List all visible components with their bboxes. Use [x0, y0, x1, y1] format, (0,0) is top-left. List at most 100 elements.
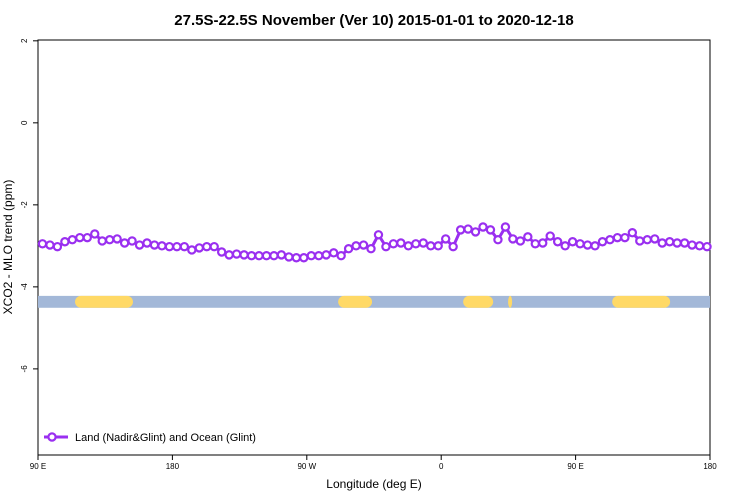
data-point	[664, 237, 675, 247]
data-point	[52, 241, 63, 252]
x-axis-label: Longitude (deg E)	[326, 477, 421, 491]
data-point	[418, 238, 428, 248]
data-point	[545, 231, 555, 241]
data-point	[358, 240, 369, 250]
data-point	[291, 253, 302, 263]
data-point	[597, 237, 608, 247]
data-point	[657, 238, 667, 248]
x-tick-label: 90 E	[567, 462, 583, 471]
data-point	[396, 238, 406, 248]
data-point	[485, 225, 496, 235]
data-point	[672, 238, 682, 248]
data-point	[351, 241, 361, 251]
data-point	[336, 251, 346, 261]
data-point	[508, 234, 518, 244]
y-tick-label: 2	[20, 38, 29, 43]
data-point	[455, 225, 466, 235]
data-point	[575, 239, 585, 249]
legend-marker	[47, 432, 57, 442]
data-point	[411, 239, 421, 249]
data-point	[306, 251, 316, 261]
data-point	[694, 241, 705, 251]
data-point	[299, 253, 309, 263]
x-tick-label: 0	[439, 462, 444, 471]
land-segment	[508, 295, 513, 308]
data-point	[343, 244, 354, 254]
data-point	[590, 241, 600, 251]
data-point	[470, 227, 481, 237]
data-point	[702, 241, 712, 252]
data-point	[500, 222, 511, 232]
data-point	[134, 240, 145, 250]
data-point	[560, 241, 570, 251]
data-point	[627, 228, 638, 238]
data-point	[493, 235, 503, 245]
data-point	[582, 240, 593, 250]
x-tick-label: 180	[703, 462, 717, 471]
data-point	[216, 247, 227, 257]
land-segment	[338, 295, 373, 308]
ocean-band	[38, 295, 710, 308]
data-point	[478, 222, 488, 232]
y-tick-label: 0	[20, 120, 29, 125]
data-point	[157, 241, 167, 251]
data-point	[463, 224, 473, 234]
data-point	[172, 241, 182, 252]
y-axis-label: XCO2 - MLO trend (ppm)	[1, 180, 15, 315]
legend-label: Land (Nadir&Glint) and Ocean (Glint)	[75, 432, 256, 444]
data-point	[75, 232, 85, 243]
data-point	[635, 236, 645, 246]
data-point	[328, 248, 339, 258]
data-point	[448, 241, 458, 252]
data-point	[552, 237, 563, 247]
x-tick-label: 180	[166, 462, 180, 471]
y-tick-label: -6	[20, 365, 29, 373]
data-point	[164, 241, 175, 252]
data-point	[284, 252, 294, 262]
data-point	[82, 232, 92, 243]
data-point	[642, 235, 652, 245]
data-point	[687, 240, 697, 250]
data-point	[523, 232, 533, 242]
data-point	[276, 250, 287, 260]
data-point	[97, 236, 107, 246]
data-point	[209, 241, 219, 252]
data-point	[239, 250, 249, 260]
data-point	[440, 234, 451, 244]
data-point	[269, 251, 279, 261]
data-point	[104, 235, 115, 245]
data-point	[679, 238, 690, 248]
data-point	[246, 251, 257, 261]
data-point	[127, 236, 137, 246]
data-point	[373, 230, 384, 240]
data-point	[60, 237, 70, 247]
y-tick-label: -4	[20, 283, 29, 291]
data-point	[314, 251, 324, 261]
data-point	[142, 238, 152, 248]
data-point	[37, 239, 48, 249]
x-tick-label: 90 W	[297, 462, 316, 471]
data-point	[194, 243, 204, 253]
data-point	[321, 250, 331, 260]
data-point	[179, 241, 190, 252]
data-point	[567, 237, 578, 247]
data-point	[612, 232, 623, 243]
data-point	[112, 234, 122, 244]
land-segment	[75, 295, 133, 308]
data-point	[515, 236, 526, 246]
data-point	[403, 241, 414, 251]
chart-title: 27.5S-22.5S November (Ver 10) 2015-01-01…	[174, 12, 573, 29]
data-point	[67, 235, 78, 245]
data-point	[620, 232, 630, 243]
data-point	[231, 249, 242, 259]
data-point	[433, 241, 443, 251]
land-segment	[463, 295, 494, 308]
land-segment	[612, 295, 671, 308]
data-point	[90, 229, 100, 239]
data-point	[254, 251, 264, 261]
data-point	[202, 241, 212, 252]
data-point	[650, 234, 660, 244]
data-point	[149, 240, 160, 250]
